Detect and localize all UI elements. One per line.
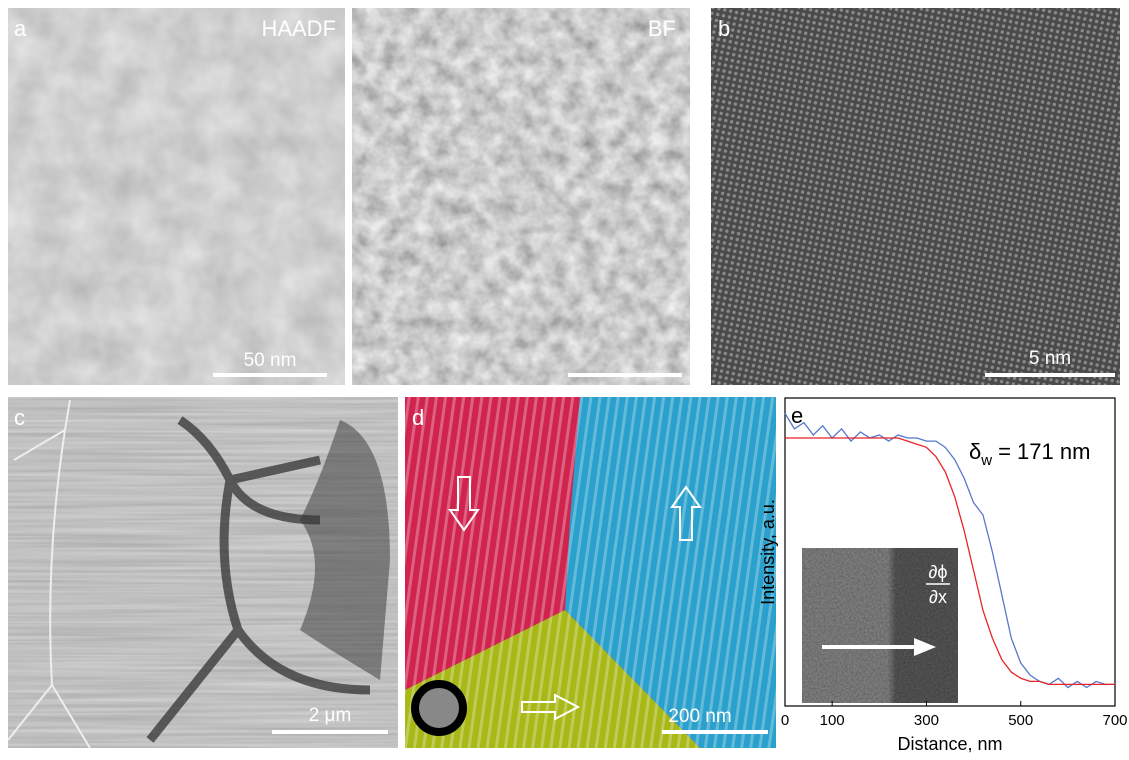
scale-bar-label: 200 nm	[668, 706, 731, 727]
panel-label: e	[791, 403, 803, 428]
x-tick-label: 500	[1008, 712, 1033, 729]
scale-bar-label: 50 nm	[244, 350, 297, 371]
scale-bar	[662, 730, 768, 734]
scale-bar	[213, 373, 327, 377]
panel-label: a	[14, 16, 27, 41]
scale-bar	[568, 373, 682, 377]
profile-chart: ∂ϕ ∂x δw = 171 nm Distance, nm Intensity,…	[758, 398, 1128, 754]
panel-label: b	[718, 16, 730, 41]
haadf-image	[8, 8, 345, 385]
panel-label: d	[412, 405, 424, 430]
x-axis-label: Distance, nm	[897, 734, 1002, 754]
hrtem-image	[711, 8, 1120, 385]
annotation-text: = 171 nm	[998, 439, 1090, 464]
image-title: HAADF	[261, 16, 336, 41]
x-tick-label: 700	[1102, 712, 1127, 729]
inset-numerator: ∂ϕ	[929, 562, 948, 582]
x-tick-label: 100	[820, 712, 845, 729]
annotation: δw = 171 nm	[969, 439, 1090, 469]
panel-label: c	[14, 405, 25, 430]
scale-bar	[272, 730, 388, 734]
figure: a HAADF BF 50 nm b 5 nm c 2 μm d 200 nm …	[0, 0, 1129, 755]
phase-image	[405, 397, 776, 748]
bf-image	[352, 8, 690, 385]
x-tick-label: 300	[914, 712, 939, 729]
annotation-symbol: δ	[969, 439, 981, 464]
inset-denominator: ∂x	[929, 587, 947, 607]
color-wheel	[415, 684, 463, 732]
y-axis-label: Intensity, a.u.	[758, 499, 778, 605]
page: {"panels": { "a": {"label": "a", "left_t…	[0, 0, 1129, 755]
scale-bar	[985, 373, 1115, 377]
scale-bar-label: 5 nm	[1029, 348, 1071, 369]
scale-bar-label: 2 μm	[309, 705, 352, 726]
x-tick-label: 0	[781, 712, 789, 729]
annotation-subscript: w	[980, 452, 992, 469]
image-title: BF	[648, 16, 676, 41]
